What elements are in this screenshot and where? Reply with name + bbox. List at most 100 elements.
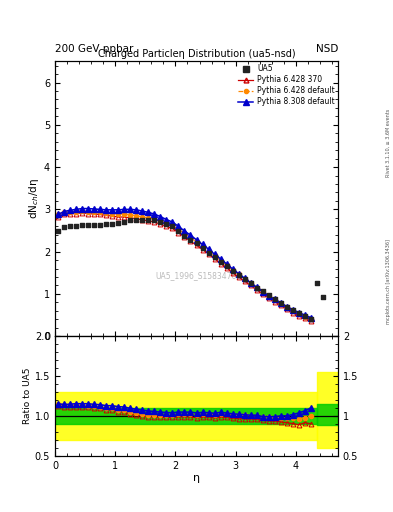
Pythia 8.308 default xyxy=(303,312,307,318)
Pythia 6.428 default xyxy=(170,222,175,228)
Pythia 8.308 default xyxy=(62,208,66,215)
Pythia 8.308 default xyxy=(218,256,223,262)
Pythia 6.428 370 xyxy=(206,251,211,257)
Pythia 6.428 default xyxy=(104,210,108,216)
Pythia 6.428 370 xyxy=(152,219,157,225)
Pythia 6.428 default xyxy=(290,308,295,314)
Pythia 6.428 default xyxy=(98,209,103,216)
Pythia 8.308 default xyxy=(236,270,241,276)
Pythia 6.428 370 xyxy=(170,225,175,231)
Text: UA5_1996_S1583476: UA5_1996_S1583476 xyxy=(156,271,237,280)
UA5 xyxy=(266,291,272,300)
UA5 xyxy=(163,220,169,228)
Pythia 6.428 370 xyxy=(182,234,187,240)
Pythia 8.308 default xyxy=(128,206,132,212)
Pythia 6.428 default xyxy=(164,220,169,226)
UA5 xyxy=(157,218,163,226)
Pythia 8.308 default xyxy=(146,209,151,216)
UA5 xyxy=(206,248,212,257)
Pythia 8.308 default xyxy=(296,309,301,315)
UA5 xyxy=(91,221,97,229)
Pythia 6.428 default xyxy=(128,212,132,218)
Pythia 6.428 370 xyxy=(272,298,277,305)
UA5 xyxy=(193,239,200,247)
UA5 xyxy=(308,315,314,324)
Pythia 6.428 default xyxy=(303,314,307,320)
Pythia 6.428 370 xyxy=(80,210,84,216)
Pythia 6.428 default xyxy=(176,226,181,232)
Pythia 6.428 370 xyxy=(188,238,193,244)
Pythia 6.428 default xyxy=(158,218,163,224)
Text: 200 GeV ppbar: 200 GeV ppbar xyxy=(55,44,133,54)
Pythia 8.308 default xyxy=(230,266,235,272)
UA5 xyxy=(79,221,85,229)
UA5 xyxy=(175,227,182,236)
Pythia 8.308 default xyxy=(80,205,84,211)
Pythia 6.428 default xyxy=(122,211,127,217)
Pythia 6.428 370 xyxy=(86,210,90,217)
Pythia 6.428 default xyxy=(230,267,235,273)
X-axis label: η: η xyxy=(193,473,200,483)
Pythia 8.308 default xyxy=(278,300,283,306)
Pythia 6.428 370 xyxy=(128,215,132,221)
UA5 xyxy=(61,223,67,231)
Pythia 6.428 370 xyxy=(242,278,247,284)
UA5 xyxy=(67,222,73,230)
Pythia 8.308 default xyxy=(110,207,115,213)
Pythia 6.428 370 xyxy=(248,283,253,289)
Pythia 6.428 default xyxy=(86,208,90,215)
Line: Pythia 8.308 default: Pythia 8.308 default xyxy=(55,206,314,321)
Pythia 8.308 default xyxy=(285,304,289,310)
Pythia 6.428 default xyxy=(261,289,265,295)
UA5 xyxy=(284,303,290,311)
Pythia 8.308 default xyxy=(170,219,175,225)
Pythia 8.308 default xyxy=(200,242,205,248)
Pythia 6.428 default xyxy=(254,285,259,291)
Pythia 6.428 default xyxy=(146,215,151,221)
UA5 xyxy=(97,221,103,229)
UA5 xyxy=(235,271,242,279)
Pythia 6.428 370 xyxy=(230,270,235,276)
Pythia 6.428 370 xyxy=(68,210,72,217)
Y-axis label: dN$_{ch}$/dη: dN$_{ch}$/dη xyxy=(27,178,41,220)
Pythia 8.308 default xyxy=(134,207,139,213)
Pythia 6.428 default xyxy=(200,244,205,250)
Pythia 8.308 default xyxy=(158,214,163,220)
Pythia 6.428 default xyxy=(152,216,157,222)
UA5 xyxy=(242,275,248,283)
Pythia 6.428 370 xyxy=(224,265,229,271)
Pythia 8.308 default xyxy=(98,206,103,212)
Pythia 8.308 default xyxy=(194,237,199,243)
Text: NSD: NSD xyxy=(316,44,338,54)
Pythia 6.428 370 xyxy=(200,246,205,252)
Pythia 6.428 default xyxy=(92,209,97,215)
Pythia 8.308 default xyxy=(254,284,259,290)
Pythia 6.428 370 xyxy=(212,256,217,262)
Pythia 8.308 default xyxy=(248,280,253,286)
UA5 xyxy=(73,222,79,230)
Pythia 6.428 370 xyxy=(309,318,313,324)
UA5 xyxy=(253,284,260,292)
Pythia 6.428 370 xyxy=(218,261,223,267)
Pythia 6.428 default xyxy=(80,207,84,214)
Pythia 8.308 default xyxy=(92,206,97,212)
Pythia 6.428 370 xyxy=(104,212,108,219)
Pythia 6.428 default xyxy=(248,280,253,286)
Pythia 8.308 default xyxy=(56,211,61,218)
Pythia 6.428 default xyxy=(182,230,187,237)
Pythia 6.428 default xyxy=(266,293,271,299)
Pythia 8.308 default xyxy=(152,211,157,217)
Text: Rivet 3.1.10, ≥ 3.6M events: Rivet 3.1.10, ≥ 3.6M events xyxy=(386,109,391,178)
UA5 xyxy=(127,216,133,224)
Pythia 6.428 default xyxy=(212,252,217,259)
Pythia 8.308 default xyxy=(104,207,108,213)
Pythia 6.428 370 xyxy=(74,210,79,217)
Pythia 8.308 default xyxy=(140,208,145,214)
UA5 xyxy=(290,306,296,314)
Pythia 8.308 default xyxy=(224,261,229,267)
Pythia 6.428 default xyxy=(272,297,277,303)
UA5 xyxy=(85,221,91,229)
Pythia 8.308 default xyxy=(176,223,181,229)
Pythia 6.428 370 xyxy=(254,287,259,293)
Pythia 6.428 370 xyxy=(236,274,241,280)
